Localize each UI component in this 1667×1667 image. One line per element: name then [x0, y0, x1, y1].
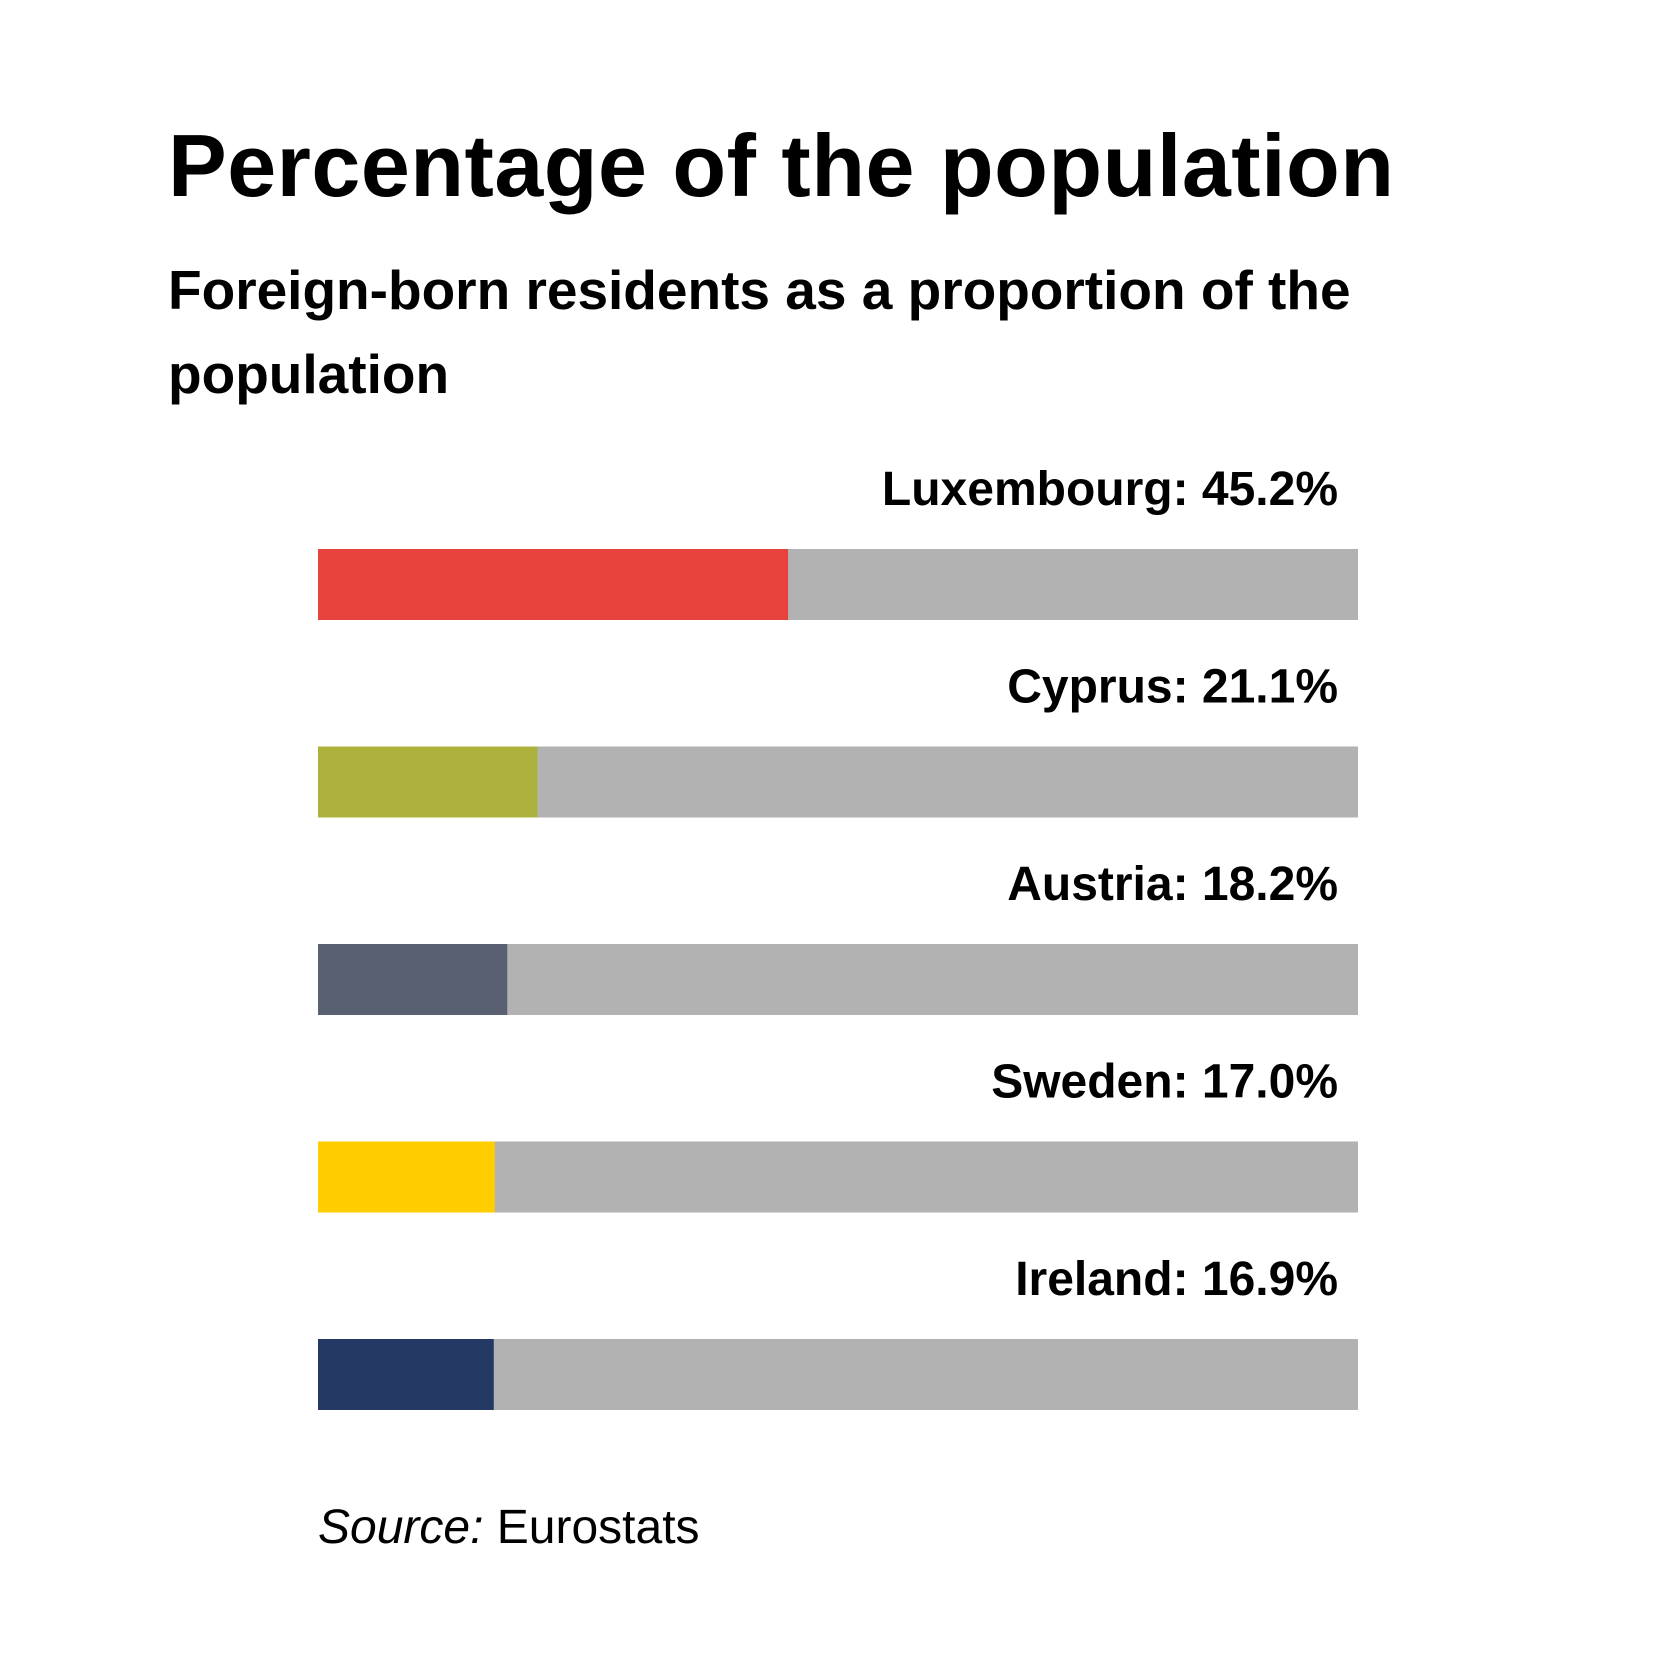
- bar-label-ireland: Ireland: 16.9%: [1015, 1253, 1338, 1306]
- bar-label-sweden: Sweden: 17.0%: [991, 1056, 1338, 1109]
- bar-austria: [318, 944, 508, 1015]
- bar-label-luxembourg: Luxembourg: 45.2%: [882, 463, 1338, 516]
- source-note: Source: Eurostats: [318, 1500, 700, 1555]
- bar-sweden: [318, 1141, 495, 1213]
- chart-title: Percentage of the population: [168, 116, 1395, 215]
- source-label: Source:: [318, 1501, 484, 1554]
- bar-ireland: [318, 1339, 494, 1410]
- bar-cyprus: [318, 746, 538, 818]
- bar-luxembourg: [318, 549, 789, 620]
- bar-label-cyprus: Cyprus: 21.1%: [1007, 661, 1338, 714]
- bar-label-austria: Austria: 18.2%: [1007, 858, 1338, 911]
- source-value: Eurostats: [496, 1501, 700, 1554]
- chart-subtitle: Foreign-born residents as a proportion o…: [168, 259, 1351, 405]
